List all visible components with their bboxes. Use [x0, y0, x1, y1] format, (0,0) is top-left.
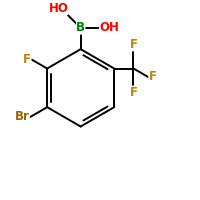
Text: B: B — [76, 21, 85, 34]
Text: Br: Br — [15, 110, 29, 123]
Text: F: F — [149, 70, 157, 83]
Text: F: F — [129, 86, 137, 99]
Text: HO: HO — [48, 2, 68, 15]
Text: F: F — [23, 53, 31, 66]
Text: F: F — [129, 38, 137, 51]
Text: OH: OH — [99, 21, 119, 34]
